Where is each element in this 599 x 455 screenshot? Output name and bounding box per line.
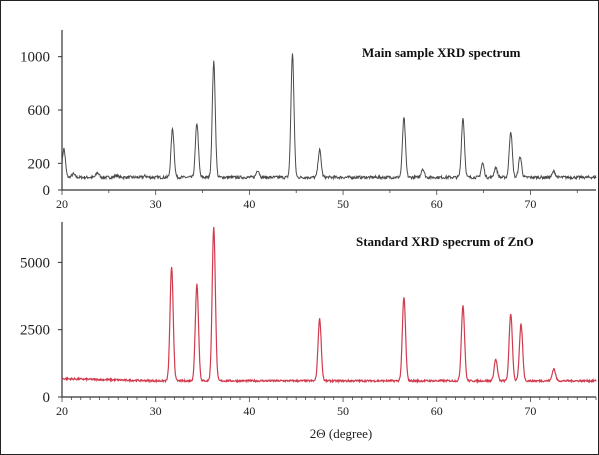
y-tick-label: 2500: [20, 323, 50, 339]
bottom-panel-spectrum-line: [61, 226, 597, 385]
x-tick-label: 60: [431, 197, 443, 211]
x-axis-label: 2Θ (degree): [310, 426, 372, 441]
x-tick-label: 40: [243, 404, 255, 418]
x-tick-label: 50: [337, 197, 349, 211]
bottom-panel-title: Standard XRD specrum of ZnO: [356, 234, 534, 249]
top-panel-y-ticks: 0 200 600 1000: [20, 50, 62, 199]
bottom-panel-x-ticks: 20 30 40 50 60 70: [56, 397, 597, 418]
y-tick-label: 5000: [20, 255, 50, 271]
top-panel: 0 200 600 1000 20 30 40 50 60 70 Main sample XRD…: [20, 30, 597, 211]
y-tick-label: 0: [43, 183, 51, 199]
top-panel-x-ticks: 20 30 40 50 60 70: [56, 190, 578, 211]
x-tick-label: 50: [337, 404, 349, 418]
x-tick-label: 30: [150, 404, 162, 418]
y-tick-label: 1000: [20, 50, 50, 66]
bottom-panel-y-ticks: 0 2500 5000: [20, 255, 62, 406]
x-tick-label: 70: [524, 404, 536, 418]
bottom-panel: 0 2500 5000 20 30 40 50 60 70 Standard XRD spec…: [20, 222, 597, 441]
x-tick-label: 60: [431, 404, 443, 418]
y-tick-label: 200: [28, 156, 51, 172]
top-panel-title: Main sample XRD spectrum: [362, 45, 521, 60]
x-tick-label: 70: [524, 197, 536, 211]
x-tick-label: 20: [56, 197, 68, 211]
y-tick-label: 600: [28, 103, 51, 119]
y-tick-label: 0: [43, 390, 51, 406]
x-tick-label: 20: [56, 404, 68, 418]
top-panel-spectrum-line: [61, 53, 597, 181]
x-tick-label: 30: [150, 197, 162, 211]
x-tick-label: 40: [243, 197, 255, 211]
